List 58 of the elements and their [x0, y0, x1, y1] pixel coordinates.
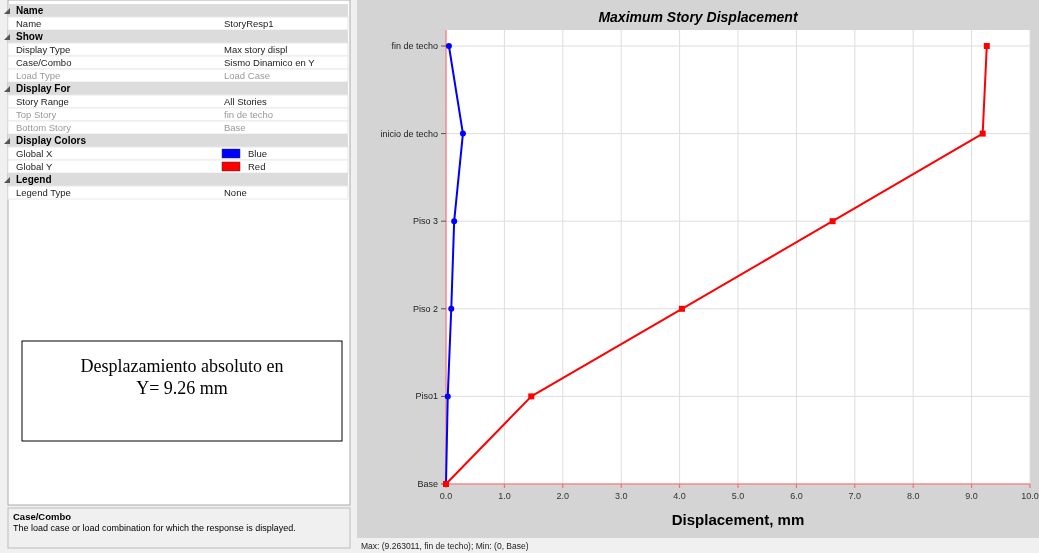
point	[451, 218, 458, 225]
text: None	[224, 187, 247, 198]
point	[678, 305, 685, 312]
text: Top Story	[16, 109, 57, 120]
text: Load Type	[16, 70, 61, 81]
x-tick-label: 0.0	[439, 491, 453, 501]
text: Blue	[248, 148, 268, 159]
text: Name	[16, 5, 44, 16]
text: Legend	[16, 174, 52, 185]
y-tick-label: inicio de techo	[380, 128, 438, 139]
x-tick-label: 3.0	[614, 491, 628, 501]
text: All Stories	[224, 96, 268, 107]
x-axis-title: Displacement, mm	[671, 511, 805, 528]
x-tick-label: 2.0	[556, 491, 570, 501]
text: Case/Combo	[16, 57, 72, 68]
point	[829, 218, 836, 225]
x-tick-label: 6.0	[790, 491, 803, 501]
text: Display For	[16, 83, 71, 94]
text: Desplazamiento absoluto en Y= 9.26 mm	[80, 356, 284, 398]
y-tick-label: Piso 3	[412, 216, 438, 227]
x-tick-label: 4.0	[673, 491, 686, 501]
x-tick-label: 1.0	[498, 491, 511, 501]
y-tick-label: Base	[417, 479, 438, 489]
text: Show	[16, 31, 43, 42]
y-tick-label: fin de techo	[391, 41, 438, 51]
chart-title: Maximum Story Displacement	[598, 9, 799, 25]
point	[979, 130, 986, 137]
text: Max: (9.263011, fin de techo); Min: (0, Base)	[361, 541, 529, 551]
point	[459, 130, 466, 137]
text: Case/Combo	[13, 511, 72, 522]
point	[983, 43, 990, 49]
text: Display Type	[16, 44, 71, 55]
text: Bottom Story	[16, 122, 72, 133]
text: Load Case	[224, 70, 270, 81]
y-tick-label: Piso 2	[412, 303, 438, 314]
text: Base	[224, 122, 246, 133]
point	[448, 305, 455, 312]
text: fin de techo	[224, 109, 274, 120]
text: Max story displ	[224, 44, 288, 55]
x-tick-label: 10.0	[1021, 491, 1039, 501]
text: Red	[248, 161, 266, 172]
y-tick-label: Piso1	[415, 391, 438, 402]
x-tick-label: 5.0	[731, 491, 745, 501]
point	[528, 393, 535, 400]
point	[445, 43, 452, 49]
text: Story Range	[16, 96, 69, 107]
text: StoryResp1	[224, 18, 274, 29]
text: Global X	[16, 148, 54, 159]
x-tick-label: 7.0	[848, 491, 862, 501]
text: Sismo Dinamico en Y	[224, 57, 316, 68]
text: Name	[16, 18, 42, 29]
text: Legend Type	[16, 187, 71, 198]
text: The load case or load combination for which the response is displayed.	[13, 523, 296, 533]
text: Global Y	[16, 161, 53, 172]
x-tick-label: 9.0	[965, 491, 978, 501]
point	[444, 393, 451, 400]
x-tick-label: 8.0	[906, 491, 920, 501]
text: Display Colors	[16, 135, 87, 146]
